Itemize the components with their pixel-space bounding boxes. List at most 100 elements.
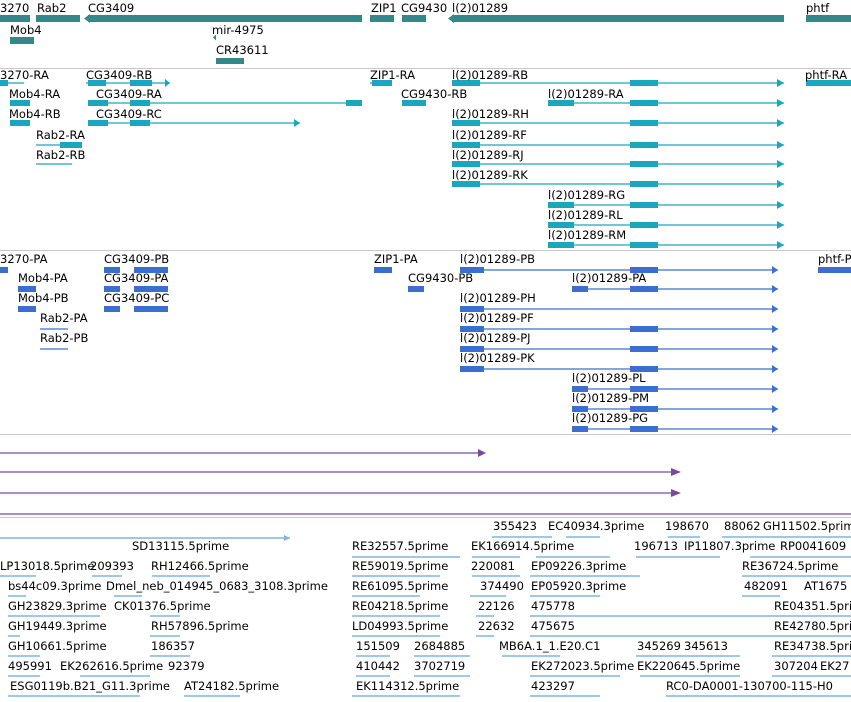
protein-label[interactable]: l(2)01289-PK [460, 351, 535, 365]
est-label[interactable]: AT24182.5prime [184, 679, 280, 693]
protein-label[interactable]: l(2)01289-PA [572, 271, 647, 285]
est-label[interactable]: RE36724.5prime [742, 559, 839, 573]
gene-feature[interactable] [216, 58, 244, 64]
est-label[interactable]: 495991 [8, 659, 52, 673]
gene-label[interactable]: mir-4975 [212, 23, 264, 37]
transcript-label[interactable]: l(2)01289-RK [452, 168, 528, 182]
transcript-label[interactable]: phtf-RA [805, 69, 848, 82]
protein-label[interactable]: l(2)01289-PG [572, 411, 649, 425]
est-label[interactable]: LP13018.5prime [0, 559, 95, 573]
transcript-label[interactable]: CG3409-RB [86, 69, 153, 82]
est-label[interactable]: 22126 [478, 599, 515, 613]
protein-label[interactable]: Mob4-PB [18, 291, 69, 305]
protein-label[interactable]: 3270-PA [0, 252, 48, 266]
transcript-label[interactable]: 3270-RA [0, 69, 49, 82]
gene-feature[interactable] [10, 37, 34, 44]
protein-label[interactable]: Mob4-PA [18, 271, 68, 285]
protein-label[interactable]: Rab2-PB [40, 331, 89, 345]
transcript-label[interactable]: CG9430-RB [401, 87, 468, 101]
est-label[interactable]: LD04993.5prime [352, 619, 449, 633]
transcript-label[interactable]: l(2)01289-RH [452, 107, 529, 121]
transcript-label[interactable]: l(2)01289-RF [452, 128, 527, 142]
gene-feature[interactable] [402, 15, 426, 22]
est-label[interactable]: 220081 [471, 559, 515, 573]
est-label[interactable]: 151509 [356, 639, 400, 653]
protein-label[interactable]: CG3409-PA [104, 271, 169, 285]
est-label[interactable]: RE34738.5prime [774, 639, 851, 653]
est-label[interactable]: 92379 [168, 659, 205, 673]
est-label[interactable]: RE59019.5prime [352, 559, 449, 573]
est-label[interactable]: EK166914.5prime [471, 539, 575, 553]
est-label[interactable]: RH57896.5prime [151, 619, 249, 633]
est-label[interactable]: RE04218.5prime [352, 599, 449, 613]
protein-label[interactable]: l(2)01289-PJ [460, 331, 531, 345]
gene-label[interactable]: CG3409 [88, 1, 135, 15]
transcript-label[interactable]: l(2)01289-RL [548, 208, 623, 222]
est-label[interactable]: GH11502.5prime [763, 519, 851, 533]
est-label[interactable]: GH23829.3prime [8, 599, 107, 613]
transcript-label[interactable]: l(2)01289-RM [548, 228, 627, 242]
est-label[interactable]: EK262616.5prime [60, 659, 164, 673]
protein-label[interactable]: CG3409-PC [104, 291, 170, 305]
est-label[interactable]: 345613 [684, 639, 728, 653]
gene-label[interactable]: CR43611 [216, 43, 269, 57]
est-label[interactable]: 88062 [724, 519, 761, 533]
transcript-label[interactable]: Mob4-RB [9, 107, 61, 121]
est-label[interactable]: 345269 [637, 639, 681, 653]
est-label[interactable]: RE04351.5prime [774, 599, 851, 613]
gene-feature[interactable] [36, 15, 80, 22]
est-label[interactable]: bs44c09.3prime [8, 579, 102, 593]
est-label[interactable]: GH19449.3prime [8, 619, 107, 633]
gene-label[interactable]: Rab2 [37, 1, 67, 15]
est-label[interactable]: ESG0119b.B21_G11.3prime [10, 679, 170, 693]
transcript-label[interactable]: l(2)01289-RJ [452, 148, 524, 162]
transcript-label[interactable]: CG3409-RC [96, 107, 162, 121]
est-label[interactable]: 22632 [478, 619, 515, 633]
est-label[interactable]: 475778 [531, 599, 575, 613]
transcript-label[interactable]: CG3409-RA [96, 87, 162, 101]
est-label[interactable]: 410442 [356, 659, 400, 673]
est-label[interactable]: RE42780.5prime [774, 619, 851, 633]
est-label[interactable]: EP09226.3prime [531, 559, 627, 573]
est-label[interactable]: IP11807.3prime [684, 539, 776, 553]
gene-label[interactable]: CG9430 [401, 1, 448, 15]
gene-feature[interactable] [452, 15, 784, 22]
gene-feature[interactable] [370, 15, 394, 22]
est-label[interactable]: EP05920.3prime [531, 579, 627, 593]
est-label[interactable]: EK272023.5prime [531, 659, 635, 673]
protein-label[interactable]: l(2)01289-PF [460, 311, 534, 325]
gene-feature[interactable] [88, 15, 362, 22]
protein-label[interactable]: l(2)01289-PL [572, 371, 646, 385]
transcript-label[interactable]: l(2)01289-RG [548, 188, 626, 202]
est-label[interactable]: 186357 [151, 639, 195, 653]
est-label[interactable]: EC40934.3prime [548, 519, 645, 533]
est-label[interactable]: Dmel_neb_014945_0683_3108.3prime [106, 579, 328, 593]
est-label[interactable]: 475675 [531, 619, 575, 633]
gene-label[interactable]: Mob4 [10, 23, 42, 37]
est-label[interactable]: CK01376.5prime [114, 599, 211, 613]
protein-label[interactable]: CG9430-PB [408, 271, 474, 285]
transcript-label[interactable]: Rab2-RA [36, 128, 85, 142]
est-label[interactable]: AT1675 [804, 579, 848, 593]
transcript-label[interactable]: Mob4-RA [9, 87, 61, 101]
gene-feature[interactable] [213, 34, 216, 41]
est-label[interactable]: 482091 [744, 579, 788, 593]
protein-label[interactable]: l(2)01289-PB [460, 252, 536, 266]
protein-label[interactable]: CG3409-PB [104, 252, 170, 266]
protein-label[interactable]: phtf-P [818, 252, 851, 266]
est-label[interactable]: 374490 [480, 579, 524, 593]
est-label[interactable]: EK114312.5prime [356, 679, 460, 693]
est-label[interactable]: 198670 [665, 519, 709, 533]
est-label[interactable]: 307204 [774, 659, 818, 673]
protein-label[interactable]: l(2)01289-PH [460, 291, 536, 305]
gene-label[interactable]: l(2)01289 [452, 1, 509, 15]
est-label[interactable]: MB6A.1_1.E20.C1 [499, 639, 601, 653]
gene-label[interactable]: phtf [806, 1, 830, 15]
protein-label[interactable]: Rab2-PA [40, 311, 88, 325]
est-label[interactable]: SD13115.5prime [132, 539, 230, 553]
est-label[interactable]: RP0041609 [780, 539, 847, 553]
gene-feature[interactable] [0, 15, 30, 22]
protein-label[interactable]: l(2)01289-PM [572, 391, 650, 405]
protein-label[interactable]: ZIP1-PA [374, 252, 418, 266]
transcript-label[interactable]: l(2)01289-RB [452, 69, 529, 82]
